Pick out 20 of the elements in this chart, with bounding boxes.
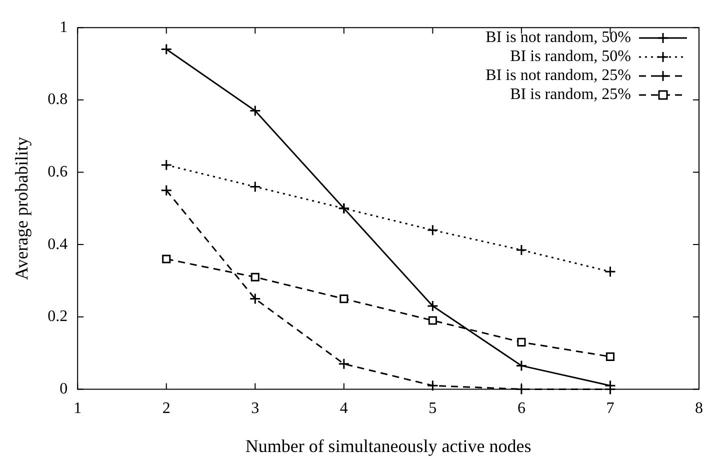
y-axis-title: Average probability — [12, 136, 32, 280]
x-tick-label: 6 — [517, 400, 526, 418]
legend-label: BI is not random, 25% — [486, 66, 631, 85]
legend-label: BI is not random, 50% — [486, 28, 631, 47]
x-tick-label: 3 — [251, 400, 260, 418]
x-tick-label: 8 — [695, 400, 703, 418]
x-tick-label: 2 — [162, 400, 170, 418]
x-tick-label: 1 — [74, 400, 82, 418]
y-tick-label: 0 — [60, 380, 68, 398]
y-tick-label: 0.2 — [48, 308, 68, 326]
x-tick-label: 7 — [606, 400, 614, 418]
y-tick-label: 0.8 — [48, 91, 68, 108]
x-tick-label: 4 — [340, 400, 348, 418]
y-tick-label: 0.4 — [48, 236, 68, 253]
legend-label: BI is random, 50% — [510, 47, 631, 66]
y-tick-label: 0.6 — [48, 163, 68, 180]
x-axis-title: Number of simultaneously active nodes — [245, 436, 532, 456]
legend-label: BI is random, 25% — [510, 85, 631, 104]
y-tick-label: 1 — [60, 18, 68, 36]
x-tick-label: 5 — [428, 400, 437, 418]
